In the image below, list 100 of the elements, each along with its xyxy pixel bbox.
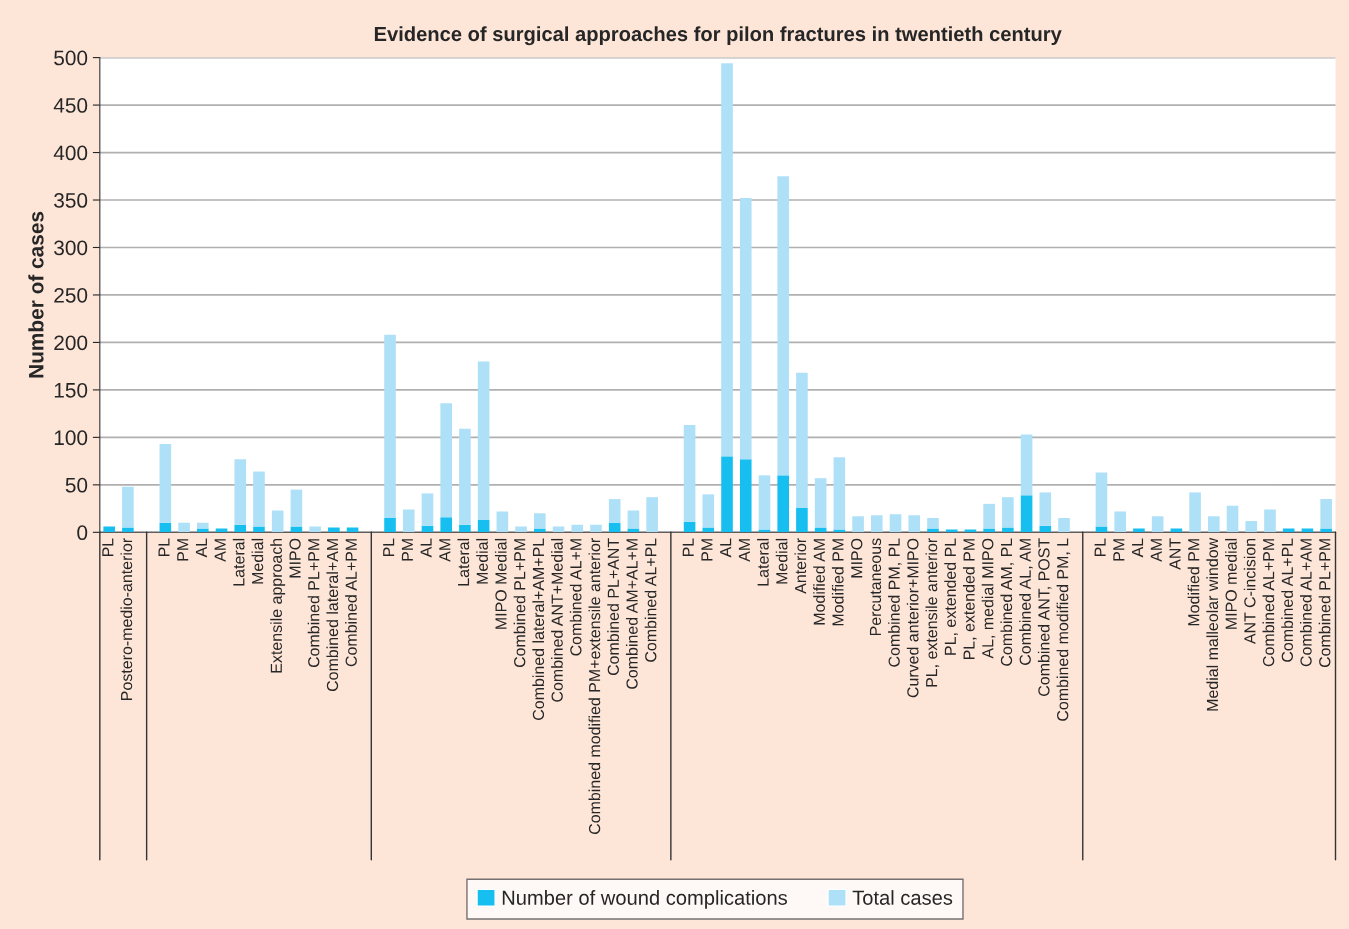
x-tick-label: Combined AL+PL: [1281, 538, 1293, 662]
bar: [421, 493, 434, 526]
bar: [590, 524, 602, 533]
x-tick-label: Percutaneous: [869, 538, 882, 636]
y-tick-label: 0: [77, 525, 88, 541]
bar: [833, 457, 846, 530]
x-tick-label: PL: [383, 538, 395, 557]
bar: [159, 444, 172, 523]
y-tick-label: 250: [54, 287, 88, 303]
x-tick-label: PL, extensile anterior: [925, 538, 940, 687]
y-tick-label: 100: [54, 430, 88, 446]
x-tick-label: AM: [439, 539, 451, 562]
bar: [889, 514, 902, 533]
x-tick-label: MIPO: [289, 538, 301, 578]
bar: [309, 526, 321, 533]
bar: [1058, 518, 1070, 533]
bar: [477, 361, 490, 520]
x-tick-label: Modified PM: [831, 539, 844, 626]
x-tick-label: Combined AL+M: [569, 539, 582, 656]
y-axis-title: Number of cases: [28, 211, 44, 378]
bar: [534, 513, 546, 529]
bar: [1095, 472, 1108, 527]
bar: [871, 515, 883, 533]
y-tick-label: 300: [54, 240, 88, 256]
bar: [1151, 516, 1164, 533]
bar: [459, 428, 471, 525]
x-tick-label: Lateral: [232, 538, 245, 586]
bar: [777, 176, 789, 476]
x-tick-label: Medial: [476, 538, 488, 584]
bar: [908, 515, 921, 533]
bar: [1245, 520, 1258, 533]
bar: [103, 526, 115, 533]
y-tick-label: 400: [53, 145, 88, 161]
bar: [927, 518, 939, 529]
bar: [402, 509, 415, 533]
x-tick-label: PM: [401, 539, 413, 561]
x-tick-label: MIPO Medial: [494, 538, 507, 629]
bar: [852, 516, 864, 533]
bar: [608, 499, 621, 523]
y-tick-label: 350: [54, 193, 88, 208]
y-tick-label: 150: [54, 382, 88, 398]
x-tick-label: AM: [214, 539, 226, 562]
bar: [1264, 509, 1276, 533]
bar: [384, 334, 396, 519]
x-tick-label: AL: [720, 538, 732, 558]
bar: [627, 510, 640, 529]
x-tick-label: Medial: [775, 538, 788, 584]
bar: [721, 63, 733, 457]
bar: [777, 475, 789, 533]
x-tick-label: Combined PM, PL: [888, 538, 902, 667]
bar: [796, 507, 808, 533]
x-tick-label: PL: [1094, 538, 1106, 557]
bar: [1002, 497, 1014, 528]
x-tick-label: ANT: [1169, 538, 1181, 570]
bar: [646, 497, 658, 533]
x-tick-label: AM: [1150, 539, 1162, 562]
x-tick-label: Combined AL+PL: [644, 538, 657, 662]
bar: [683, 425, 696, 522]
bar: [496, 511, 509, 533]
bar: [983, 503, 995, 529]
x-tick-label: Combined lateral+AM+PL: [532, 538, 545, 720]
x-tick-label: PL, extended PL: [944, 538, 958, 655]
x-tick-label: Combined PL+PM: [1318, 539, 1331, 668]
bar: [758, 529, 771, 533]
x-tick-label: PL: [102, 538, 114, 557]
bar: [1189, 492, 1201, 533]
bar: [440, 517, 452, 533]
x-tick-label: Anterior: [794, 538, 807, 594]
bar: [290, 489, 303, 527]
bar: [945, 529, 958, 533]
bar: [702, 494, 715, 528]
bar: [571, 524, 584, 533]
x-tick-label: Combined modified PM, L: [1056, 538, 1071, 721]
x-tick-label: AL, medial MIPO: [981, 538, 996, 659]
bar: [477, 519, 490, 533]
x-tick-label: Combined lateral+AM: [326, 539, 339, 692]
bar: [796, 372, 808, 508]
bar: [1320, 499, 1332, 529]
bar: [1208, 516, 1220, 533]
bar: [459, 524, 471, 533]
y-tick-label: 500: [54, 50, 88, 66]
x-tick-label: Combined PL+PM: [513, 539, 526, 668]
bar: [253, 526, 265, 533]
x-tick-label: Curved anterior+MIPO: [906, 538, 919, 698]
x-tick-label: Combined ANT+Medial: [551, 538, 563, 702]
bar: [122, 486, 134, 528]
x-tick-label: Combined AM+AL+M: [625, 539, 638, 689]
x-tick-label: Combined modified PM+extensile anterior: [588, 538, 601, 835]
x-tick-label: AL: [1132, 538, 1144, 558]
bar: [1039, 492, 1052, 526]
x-tick-label: Combined PL+PM: [307, 539, 320, 668]
x-tick-label: Lateral: [757, 538, 769, 586]
bar: [739, 459, 752, 533]
x-tick-label: Postero-medio-anterior: [120, 538, 133, 700]
x-tick-label: AM: [738, 539, 750, 562]
x-tick-label: Combined PL+ANT: [607, 538, 619, 676]
x-tick-label: Combined AM, PL: [1000, 538, 1015, 666]
x-tick-label: PM: [177, 539, 189, 561]
x-tick-label: Combined AL+PM: [345, 539, 357, 667]
bar: [440, 403, 452, 518]
